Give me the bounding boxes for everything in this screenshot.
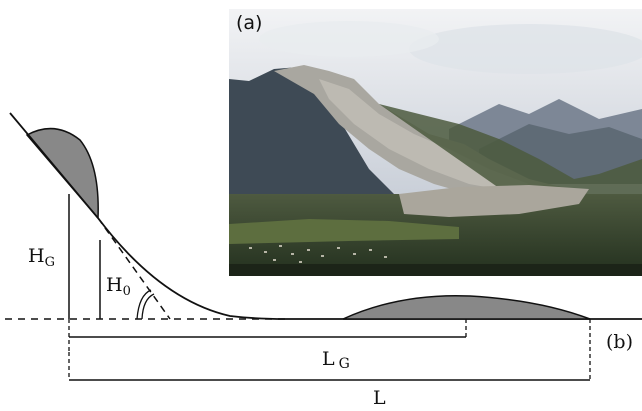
h0-label: H0 [106,274,131,299]
photo-panel-label: (a) [236,12,263,34]
angle-arc-inner [141,293,155,320]
slope-profile [9,112,642,320]
l-label: L [373,387,386,409]
landslide-photo-image [229,9,642,276]
landslide-photo [229,9,642,276]
angle-arc-outer [136,289,152,320]
travel-angle-line [97,217,171,320]
hg-label: HG [28,245,55,270]
diagram-panel-label: (b) [606,331,633,353]
deposit-mass [342,294,591,320]
